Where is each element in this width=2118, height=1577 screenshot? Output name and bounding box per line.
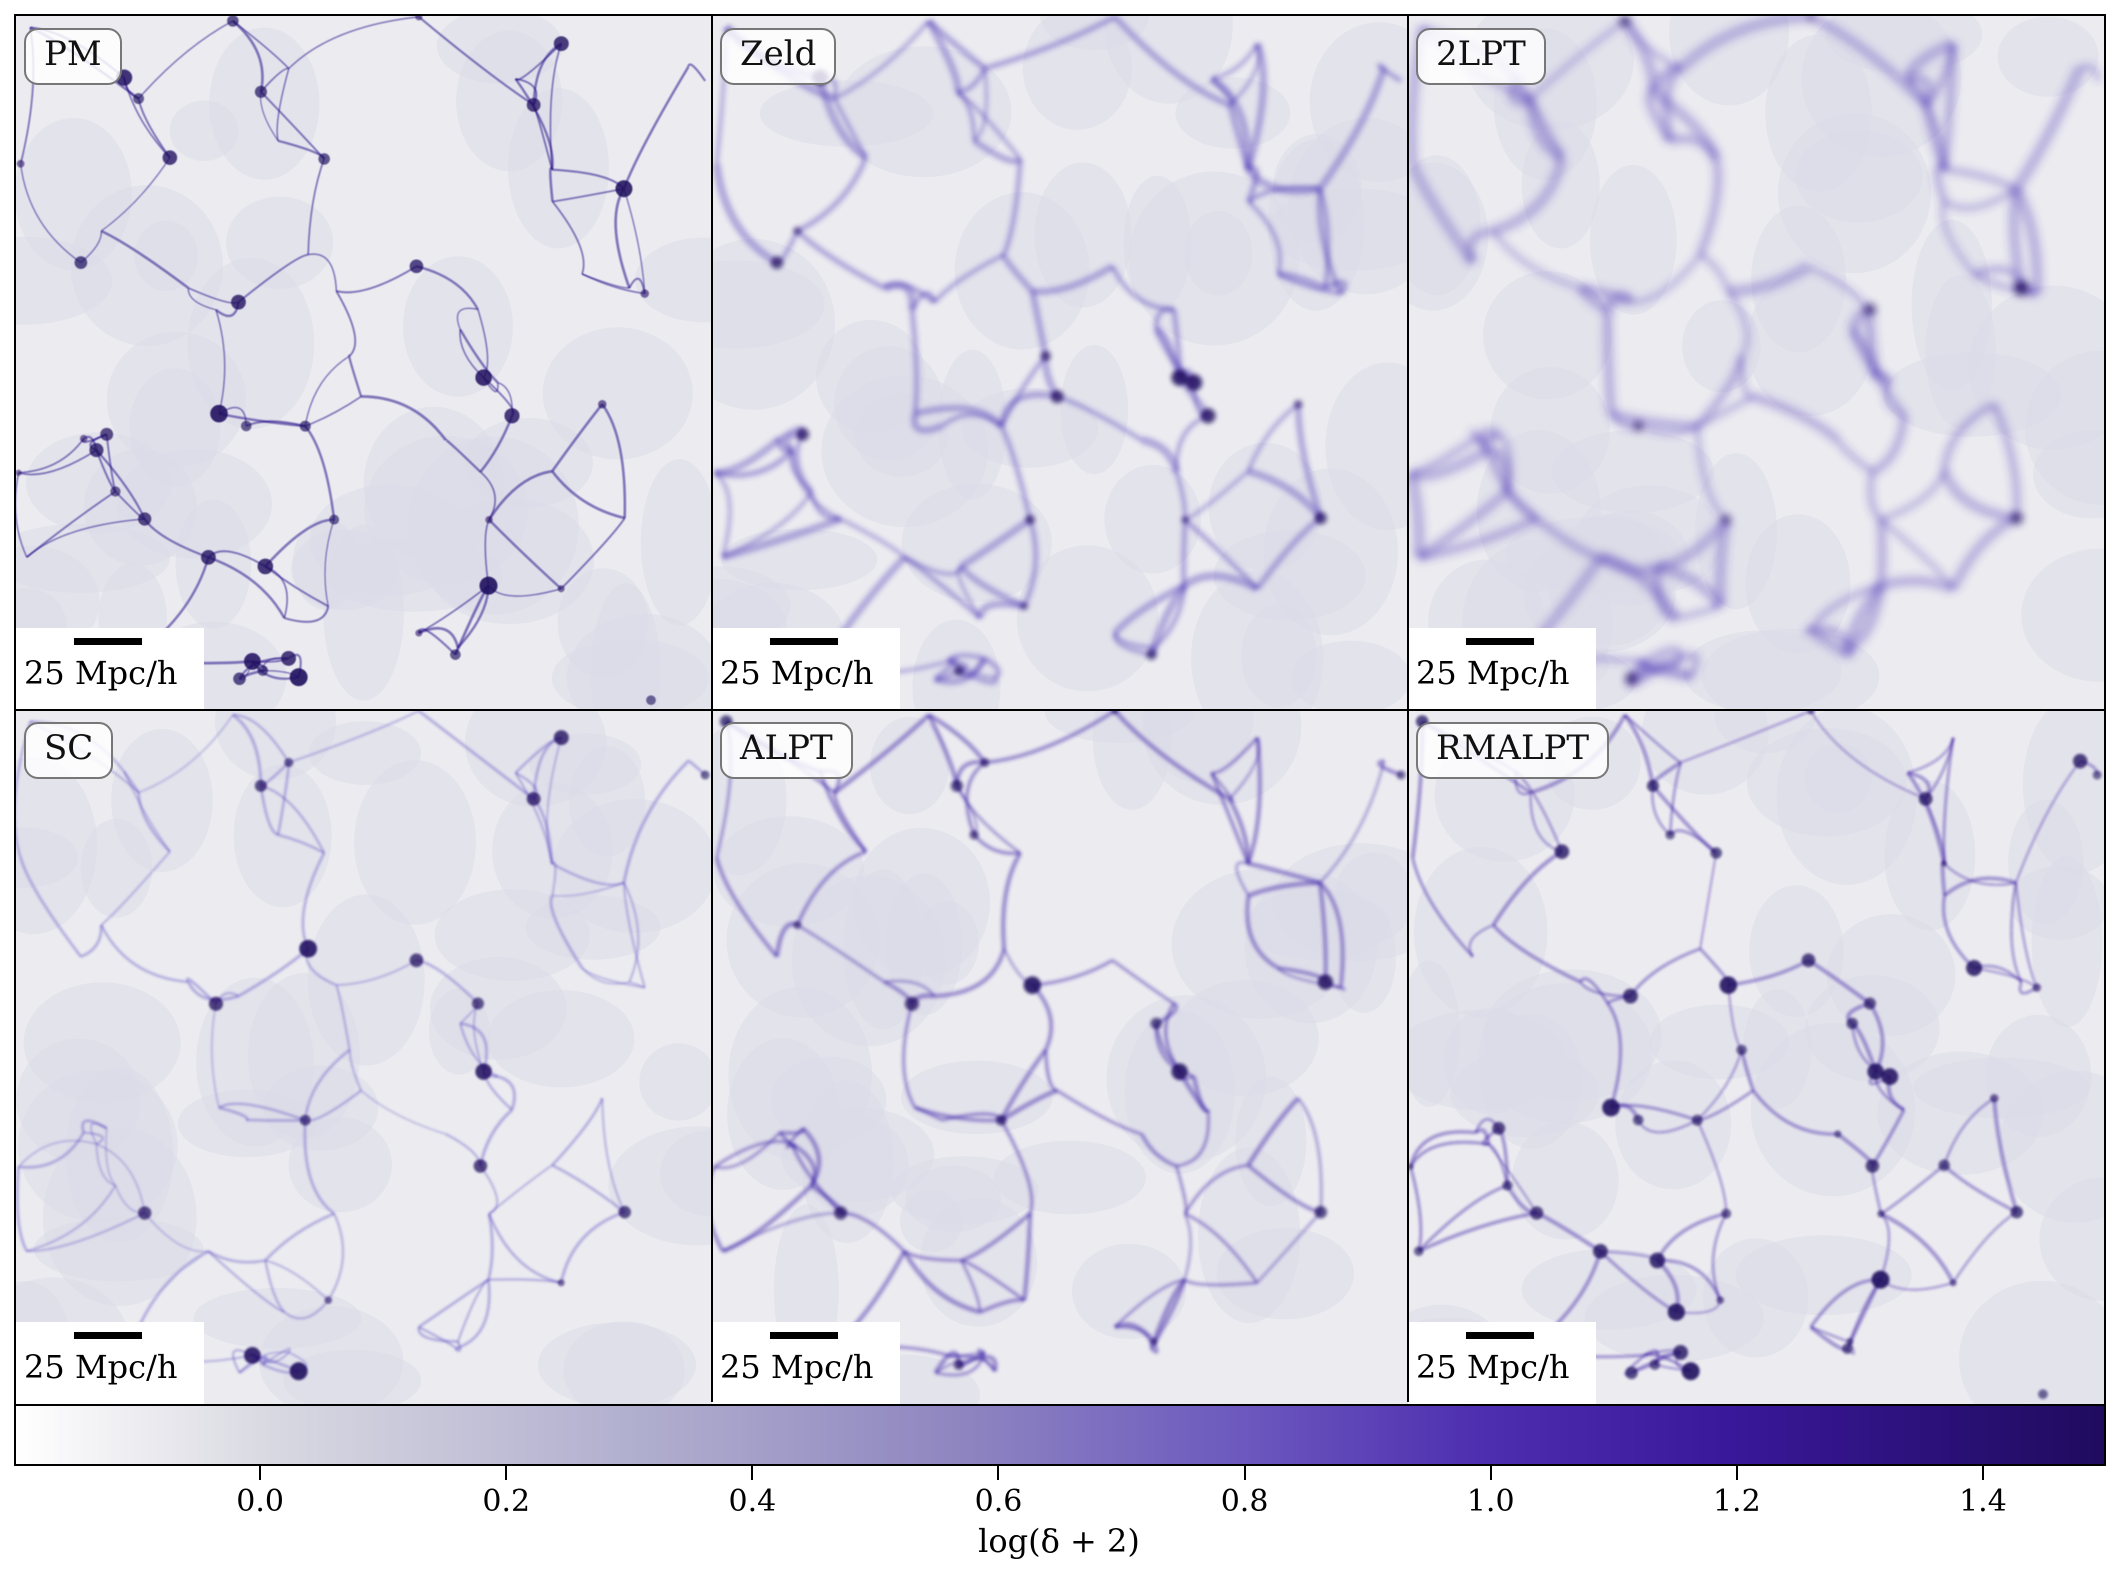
colorbar-tick-label: 0.8	[1220, 1484, 1269, 1519]
colorbar-tick-label: 1.2	[1712, 1484, 1761, 1519]
colorbar-tick	[751, 1466, 754, 1480]
panel-rmalpt: RMALPT 25 Mpc/h	[1408, 710, 2104, 1404]
scale-box-alpt: 25 Mpc/h	[712, 1322, 900, 1404]
scale-box-2lpt: 25 Mpc/h	[1408, 628, 1596, 710]
panel-label-rmalpt: RMALPT	[1416, 722, 1610, 780]
panel-pm: PM 25 Mpc/h	[16, 16, 712, 710]
scale-bar-rmalpt	[1466, 1332, 1534, 1339]
colorbar-tick	[505, 1466, 508, 1480]
scale-label-alpt: 25 Mpc/h	[720, 1348, 874, 1386]
scale-bar-pm	[74, 638, 142, 645]
scale-box-pm: 25 Mpc/h	[16, 628, 204, 710]
density-field-pm	[16, 16, 712, 710]
density-field-zeld	[712, 16, 1408, 710]
scale-label-pm: 25 Mpc/h	[24, 654, 178, 692]
density-field-sc	[16, 710, 712, 1404]
panel-label-2lpt: 2LPT	[1416, 28, 1546, 86]
colorbar-tick-label: 0.4	[728, 1484, 777, 1519]
colorbar-tick	[259, 1466, 262, 1480]
panel-grid: PM 25 Mpc/h Zeld 25 Mpc/h 2LPT 25 Mpc/h	[14, 14, 2106, 1404]
colorbar-tick	[1735, 1466, 1738, 1480]
density-field-alpt	[712, 710, 1408, 1404]
panel-zeld: Zeld 25 Mpc/h	[712, 16, 1408, 710]
panel-label-alpt: ALPT	[720, 722, 853, 780]
scale-bar-zeld	[770, 638, 838, 645]
scale-bar-sc	[74, 1332, 142, 1339]
colorbar-tick-label: 0.6	[974, 1484, 1023, 1519]
density-field-rmalpt	[1408, 710, 2104, 1404]
colorbar-tick-label: 0.2	[482, 1484, 531, 1519]
panel-divider-h	[16, 709, 2104, 711]
scale-label-zeld: 25 Mpc/h	[720, 654, 874, 692]
panel-2lpt: 2LPT 25 Mpc/h	[1408, 16, 2104, 710]
colorbar-tick-label: 1.0	[1466, 1484, 1515, 1519]
scale-label-sc: 25 Mpc/h	[24, 1348, 178, 1386]
scale-box-rmalpt: 25 Mpc/h	[1408, 1322, 1596, 1404]
panel-label-sc: SC	[24, 722, 114, 780]
scale-box-zeld: 25 Mpc/h	[712, 628, 900, 710]
scale-label-2lpt: 25 Mpc/h	[1416, 654, 1570, 692]
scale-box-sc: 25 Mpc/h	[16, 1322, 204, 1404]
panel-alpt: ALPT 25 Mpc/h	[712, 710, 1408, 1404]
colorbar-label: log(δ + 2)	[978, 1522, 1140, 1560]
panel-label-pm: PM	[24, 28, 122, 86]
density-field-2lpt	[1408, 16, 2104, 710]
colorbar-tick	[997, 1466, 1000, 1480]
colorbar-tick	[1243, 1466, 1246, 1480]
colorbar-tick	[1489, 1466, 1492, 1480]
scale-bar-alpt	[770, 1332, 838, 1339]
colorbar-tick	[1981, 1466, 1984, 1480]
scale-label-rmalpt: 25 Mpc/h	[1416, 1348, 1570, 1386]
scale-bar-2lpt	[1466, 638, 1534, 645]
panel-label-zeld: Zeld	[720, 28, 837, 86]
panel-sc: SC 25 Mpc/h	[16, 710, 712, 1404]
colorbar-tick-label: 1.4	[1959, 1484, 2007, 1519]
colorbar-tick-label: 0.0	[236, 1484, 284, 1519]
colorbar	[14, 1404, 2106, 1466]
